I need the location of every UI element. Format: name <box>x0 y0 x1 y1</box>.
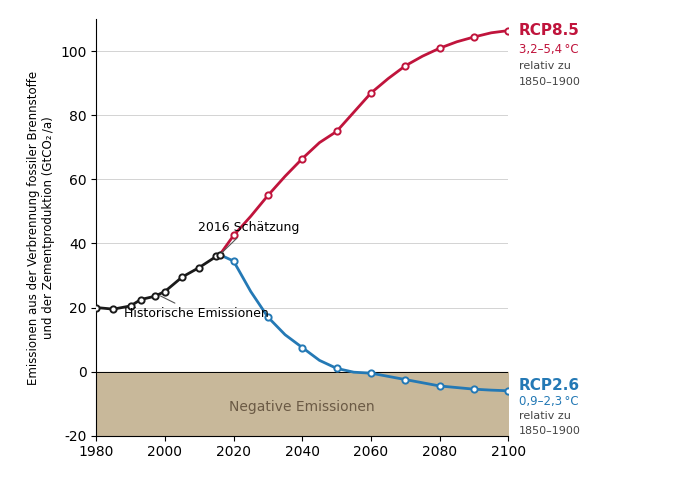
Text: 3,2–5,4 °C: 3,2–5,4 °C <box>519 43 578 56</box>
Text: relativ zu: relativ zu <box>519 61 571 71</box>
Text: 1850–1900: 1850–1900 <box>519 426 581 436</box>
Y-axis label: Emissionen aus der Verbrennung fossiler Brennstoffe
und der Zementproduktion (Gt: Emissionen aus der Verbrennung fossiler … <box>27 70 54 385</box>
Text: RCP2.6: RCP2.6 <box>519 378 580 393</box>
Text: Historische Emissionen: Historische Emissionen <box>124 296 269 320</box>
Text: relativ zu: relativ zu <box>519 411 571 422</box>
Text: RCP8.5: RCP8.5 <box>519 23 580 38</box>
Text: 2016 Schätzung: 2016 Schätzung <box>197 221 299 253</box>
Text: 1850–1900: 1850–1900 <box>519 77 581 87</box>
Text: Negative Emissionen: Negative Emissionen <box>229 400 375 414</box>
Text: 0,9–2,3 °C: 0,9–2,3 °C <box>519 395 578 408</box>
